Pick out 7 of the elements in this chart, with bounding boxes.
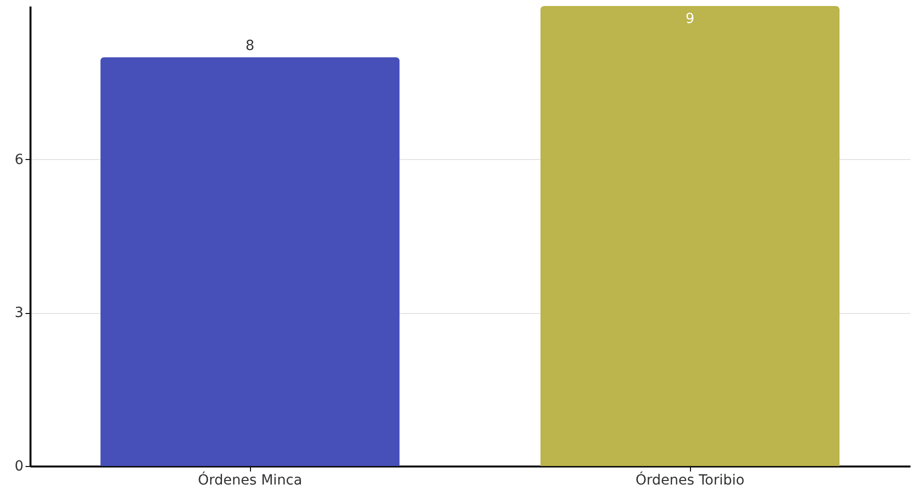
x-tick-label: Órdenes Toribio [636, 472, 744, 488]
data-label: 8 [246, 38, 254, 54]
x-tick-label: Órdenes Minca [198, 472, 302, 488]
data-label: 9 [686, 11, 694, 27]
y-tick-label: 3 [14, 305, 24, 322]
y-tick-label: 0 [14, 458, 24, 474]
y-tick-label: 6 [14, 152, 24, 168]
